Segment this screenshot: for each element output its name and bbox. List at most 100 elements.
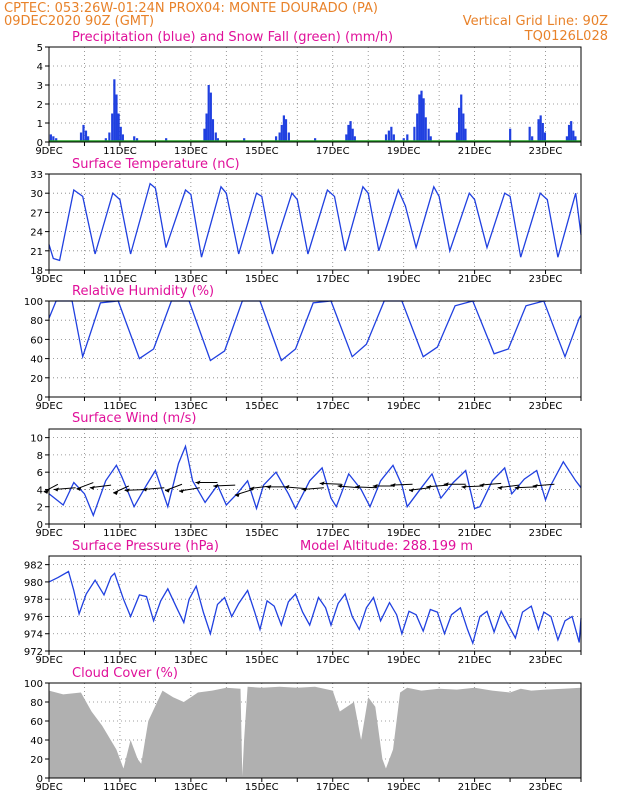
precipitation-bar xyxy=(282,115,285,142)
cloud-cover-ytick-label: 100 xyxy=(24,679,43,690)
precipitation-bar xyxy=(387,130,390,142)
precipitation-bar xyxy=(113,79,116,142)
precipitation-bar xyxy=(455,132,459,142)
wind-arrow-head xyxy=(249,486,255,491)
wind-series-line xyxy=(48,444,582,518)
precipitation-bar xyxy=(117,113,120,142)
pressure-xtick-label: 19DEC xyxy=(387,655,421,666)
temperature-ytick-label: 21 xyxy=(30,247,43,258)
humidity-panel: Relative Humidity (%) 0 20 40 60 80 100 9DEC 11D… xyxy=(24,284,582,412)
wind-arrow-head xyxy=(43,489,49,494)
temperature-xtick-label: 13DEC xyxy=(174,274,208,285)
wind-arrow-head xyxy=(89,485,95,490)
header-location: CPTEC: 053:26W-01:24N PROX04: MONTE DOUR… xyxy=(4,1,378,16)
precipitation-bar xyxy=(55,138,58,142)
precipitation-bar xyxy=(108,132,111,142)
precipitation-bar xyxy=(287,132,290,142)
wind-arrow-head xyxy=(213,483,219,488)
pressure-ytick-label: 978 xyxy=(24,595,43,606)
precipitation-bar xyxy=(539,115,542,142)
wind-arrow-head xyxy=(195,480,201,485)
temperature-ytick-label: 33 xyxy=(30,170,43,181)
precipitation-bar xyxy=(111,113,114,142)
precipitation-xtick-label: 13DEC xyxy=(174,146,208,157)
cloud-cover-xtick-label: 13DEC xyxy=(174,782,208,793)
humidity-xtick-label: 13DEC xyxy=(174,401,208,412)
precipitation-ytick-label: 5 xyxy=(37,43,43,54)
temperature-title: Surface Temperature (nC) xyxy=(72,157,240,172)
precipitation-bar xyxy=(460,94,463,142)
precipitation-bar xyxy=(87,136,90,142)
cloud-cover-xtick-label: 11DEC xyxy=(103,782,137,793)
wind-arrow-head xyxy=(113,491,119,496)
wind-arrow-head xyxy=(409,488,415,493)
humidity-ytick-label: 40 xyxy=(30,355,43,366)
precipitation-bar xyxy=(280,124,283,142)
wind-arrow-head xyxy=(124,488,130,493)
wind-arrow-head xyxy=(372,484,378,488)
precipitation-bar xyxy=(211,119,215,142)
precipitation-bar xyxy=(214,132,217,142)
header-model-id: TQ0126L028 xyxy=(524,29,608,44)
wind-ytick-label: 4 xyxy=(37,485,43,496)
precipitation-bar xyxy=(207,85,210,142)
temperature-ytick-label: 18 xyxy=(30,266,43,277)
precipitation-bar xyxy=(392,134,395,142)
wind-arrow-head xyxy=(284,484,290,489)
precipitation-panel: Precipitation (blue) and Snow Fall (gree… xyxy=(35,30,582,157)
humidity-ytick-label: 20 xyxy=(30,374,43,385)
precipitation-bar xyxy=(390,126,393,142)
precipitation-bar xyxy=(424,117,427,142)
precipitation-bar xyxy=(84,130,88,142)
wind-title: Surface Wind (m/s) xyxy=(72,411,196,426)
precipitation-bar xyxy=(406,134,409,142)
precipitation-xtick-label: 19DEC xyxy=(387,146,421,157)
precipitation-bar xyxy=(429,136,432,142)
humidity-xtick-label: 19DEC xyxy=(387,401,421,412)
wind-frame xyxy=(48,428,582,525)
humidity-xtick-label: 17DEC xyxy=(316,401,350,412)
pressure-xtick-label: 17DEC xyxy=(316,655,350,666)
precipitation-ytick-label: 1 xyxy=(37,119,43,130)
precipitation-bar xyxy=(457,107,461,142)
temperature-xtick-label: 21DEC xyxy=(458,274,492,285)
wind-arrow-head xyxy=(266,484,272,489)
cloud-cover-ytick-label: 80 xyxy=(30,698,43,709)
precipitation-bar xyxy=(351,128,354,142)
wind-panel: Surface Wind (m/s) 0 2 4 6 8 10 9DEC 11DEC 13DEC 1… xyxy=(30,411,582,539)
pressure-ytick-label: 982 xyxy=(24,561,43,572)
precipitation-bar xyxy=(165,138,168,142)
precipitation-bar xyxy=(567,124,571,142)
precipitation-bar xyxy=(133,136,136,142)
wind-arrow-head xyxy=(76,486,82,491)
temperature-frame xyxy=(48,173,582,271)
precipitation-bar xyxy=(104,138,107,142)
wind-xtick-label: 11DEC xyxy=(103,528,137,539)
wind-xtick-label: 13DEC xyxy=(174,528,208,539)
wind-arrow-head xyxy=(461,484,467,489)
humidity-title: Relative Humidity (%) xyxy=(72,284,214,299)
precipitation-bar xyxy=(570,121,573,142)
header-grid-line: Vertical Grid Line: 90Z xyxy=(463,14,608,29)
precipitation-bar xyxy=(347,124,350,142)
pressure-frame xyxy=(48,555,582,652)
wind-arrow-head xyxy=(142,487,148,492)
precipitation-title: Precipitation (blue) and Snow Fall (gree… xyxy=(72,30,393,45)
wind-arrow-head xyxy=(53,487,59,492)
wind-xtick-label: 23DEC xyxy=(529,528,563,539)
cloud-cover-ytick-label: 60 xyxy=(30,717,43,728)
precipitation-ytick-label: 3 xyxy=(37,81,43,92)
precipitation-bar xyxy=(528,126,531,142)
humidity-xtick-label: 21DEC xyxy=(458,401,492,412)
wind-arrow-head xyxy=(355,484,361,489)
wind-arrow-head xyxy=(479,483,485,488)
wind-ytick-label: 6 xyxy=(37,468,43,479)
header-run-date: 09DEC2020 90Z (GMT) xyxy=(4,14,154,29)
wind-xtick-label: 9DEC xyxy=(35,528,62,539)
humidity-ytick-label: 0 xyxy=(37,393,43,404)
precipitation-bar xyxy=(418,94,421,142)
humidity-frame xyxy=(48,300,582,398)
temperature-ytick-label: 24 xyxy=(30,228,43,239)
precipitation-bar xyxy=(541,123,544,142)
wind-arrow-head xyxy=(179,489,185,494)
